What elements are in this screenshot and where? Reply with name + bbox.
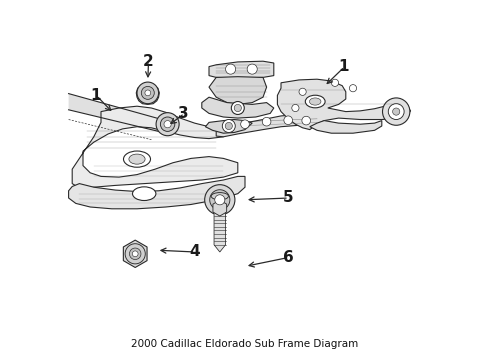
Circle shape [129,248,141,260]
Circle shape [205,185,235,215]
Circle shape [156,113,179,136]
Polygon shape [310,121,382,133]
Polygon shape [202,97,274,118]
Text: 3: 3 [178,106,189,121]
Polygon shape [216,114,317,137]
Text: 2: 2 [143,54,153,69]
Circle shape [222,120,235,132]
Polygon shape [214,212,225,252]
Circle shape [145,90,151,96]
Polygon shape [69,94,166,131]
Polygon shape [69,176,245,209]
Circle shape [392,108,400,115]
Circle shape [331,79,339,86]
Circle shape [231,102,245,114]
Text: 1: 1 [339,59,349,74]
Circle shape [125,244,145,264]
Circle shape [284,116,293,125]
Circle shape [137,82,159,104]
Text: 1: 1 [90,88,101,103]
Polygon shape [213,200,227,216]
Circle shape [164,121,171,128]
Circle shape [302,116,311,125]
Ellipse shape [310,98,321,105]
Circle shape [299,88,306,95]
Polygon shape [136,85,159,104]
Circle shape [210,190,230,210]
Polygon shape [277,79,411,130]
Text: 5: 5 [283,190,294,206]
Circle shape [215,195,225,205]
Circle shape [383,98,410,125]
Text: 2000 Cadillac Eldorado Sub Frame Diagram: 2000 Cadillac Eldorado Sub Frame Diagram [131,339,359,349]
Text: 6: 6 [283,250,294,265]
Ellipse shape [305,95,325,108]
Ellipse shape [123,151,150,167]
Polygon shape [72,106,238,188]
Polygon shape [209,77,267,104]
Circle shape [141,86,154,99]
Circle shape [247,64,257,74]
Circle shape [241,120,249,129]
Circle shape [160,117,175,131]
Circle shape [234,104,242,112]
Ellipse shape [129,154,145,164]
Circle shape [349,85,357,92]
Ellipse shape [211,193,228,200]
Circle shape [225,64,236,74]
Circle shape [262,117,271,126]
Polygon shape [123,240,147,267]
Circle shape [388,104,404,120]
Polygon shape [205,120,252,133]
Text: 4: 4 [189,244,200,260]
Circle shape [132,251,138,257]
Polygon shape [209,61,274,78]
Ellipse shape [132,187,156,201]
Circle shape [225,122,232,130]
Circle shape [292,104,299,112]
